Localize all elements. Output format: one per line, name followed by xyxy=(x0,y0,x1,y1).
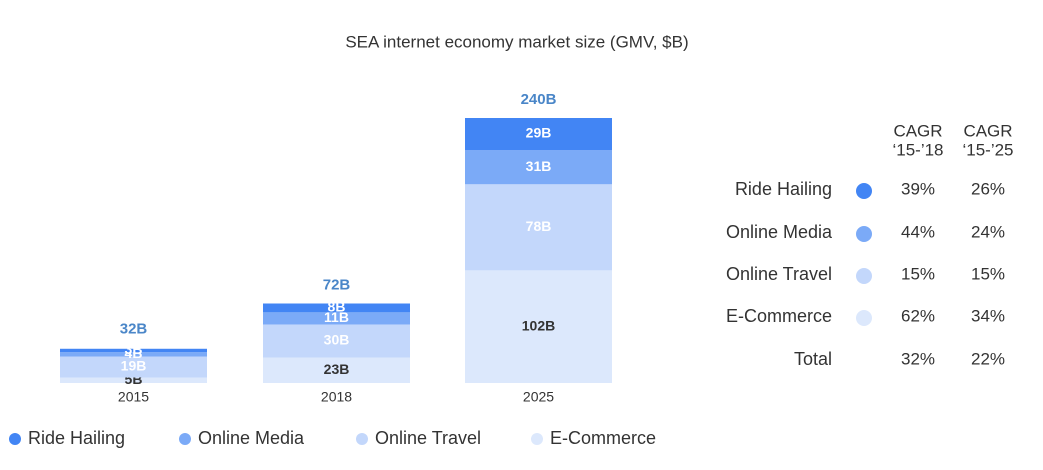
bar-segment xyxy=(263,357,410,383)
bar-segment xyxy=(465,150,612,185)
row-label: E-Commerce xyxy=(726,306,832,326)
table-cell: 62% xyxy=(901,306,935,325)
table-cell: 34% xyxy=(971,306,1005,325)
table-cell: 39% xyxy=(901,179,935,198)
table-header: CAGR xyxy=(963,121,1012,140)
legend-label: Ride Hailing xyxy=(28,428,125,448)
row-label: Online Media xyxy=(726,222,833,242)
legend-marker xyxy=(179,433,191,445)
table-cell: 22% xyxy=(971,349,1005,368)
table-cell: 44% xyxy=(901,222,935,241)
bar-segment xyxy=(263,303,410,313)
bar-segment xyxy=(60,352,207,357)
row-marker xyxy=(856,310,872,326)
table-header: CAGR xyxy=(893,121,942,140)
value-label: 29B xyxy=(526,125,552,141)
value-label: 11B xyxy=(324,309,349,325)
legend-label: Online Travel xyxy=(375,428,481,448)
value-label: 78B xyxy=(526,218,552,234)
value-label: 30B xyxy=(324,332,350,348)
value-label: 3B xyxy=(125,341,143,357)
table-cell: 26% xyxy=(971,179,1005,198)
legend-marker xyxy=(531,433,543,445)
x-tick-label: 2015 xyxy=(118,389,149,405)
bar-segment xyxy=(465,184,612,271)
table-header: ‘15-’25 xyxy=(962,140,1013,159)
value-label: 102B xyxy=(522,317,555,333)
value-label: 8B xyxy=(328,299,346,315)
legend-marker xyxy=(9,433,21,445)
bar-segment xyxy=(60,348,207,353)
row-marker xyxy=(856,268,872,284)
chart-title: SEA internet economy market size (GMV, $… xyxy=(345,32,688,51)
bar-segment xyxy=(465,270,612,383)
legend-label: Online Media xyxy=(198,428,305,448)
legend-label: E-Commerce xyxy=(550,428,656,448)
x-tick-label: 2018 xyxy=(321,389,352,405)
table-cell: 24% xyxy=(971,222,1005,241)
bar-segment xyxy=(263,312,410,325)
bar-segment xyxy=(465,118,612,151)
table-header: ‘15-’18 xyxy=(892,140,943,159)
bar-segment xyxy=(60,377,207,383)
value-label: 19B xyxy=(121,358,147,374)
value-label: 31B xyxy=(526,158,552,174)
table-cell: 15% xyxy=(901,264,935,283)
table-cell: 15% xyxy=(971,264,1005,283)
table-cell: 32% xyxy=(901,349,935,368)
total-label: 240B xyxy=(521,91,557,108)
row-marker xyxy=(856,226,872,242)
row-label: Ride Hailing xyxy=(735,179,832,199)
value-label: 23B xyxy=(324,361,350,377)
row-label: Total xyxy=(794,349,832,369)
total-label: 72B xyxy=(323,276,351,293)
bar-segment xyxy=(263,324,410,358)
bar-segment xyxy=(60,356,207,378)
total-label: 32B xyxy=(120,321,148,338)
x-tick-label: 2025 xyxy=(523,389,554,405)
legend-marker xyxy=(356,433,368,445)
row-marker xyxy=(856,183,872,199)
row-label: Online Travel xyxy=(726,264,832,284)
